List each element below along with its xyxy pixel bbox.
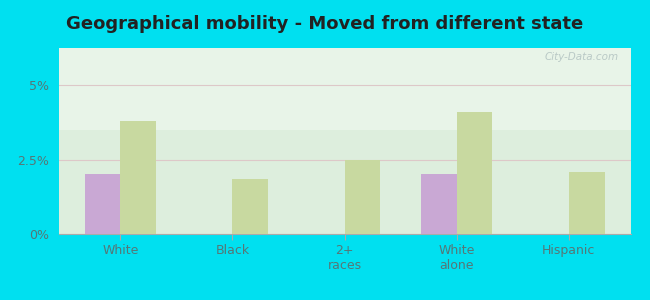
Bar: [344, 160, 380, 234]
Bar: [120, 121, 156, 234]
Text: City-Data.com: City-Data.com: [545, 52, 619, 62]
Bar: [58, 130, 630, 234]
Legend: Laurel Hill, FL, Florida: Laurel Hill, FL, Florida: [241, 296, 448, 300]
Bar: [84, 175, 120, 234]
Bar: [421, 175, 456, 234]
Bar: [233, 179, 268, 234]
Bar: [58, 48, 630, 130]
Bar: [569, 172, 604, 234]
Text: Geographical mobility - Moved from different state: Geographical mobility - Moved from diffe…: [66, 15, 584, 33]
Bar: [456, 112, 493, 234]
